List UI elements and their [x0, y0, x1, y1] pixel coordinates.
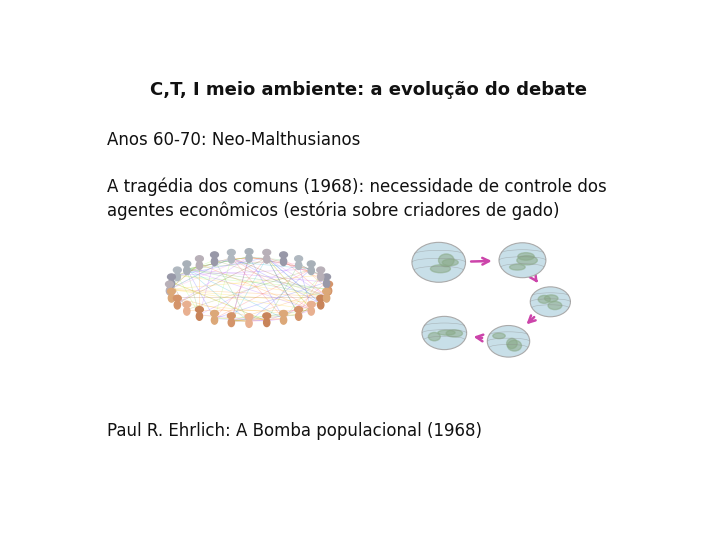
Ellipse shape: [264, 255, 270, 263]
Circle shape: [245, 314, 253, 320]
Circle shape: [499, 243, 546, 278]
Ellipse shape: [428, 333, 441, 341]
Circle shape: [210, 310, 218, 316]
Circle shape: [412, 242, 466, 282]
Circle shape: [174, 267, 181, 273]
Ellipse shape: [510, 264, 525, 270]
Ellipse shape: [168, 280, 174, 288]
Ellipse shape: [323, 280, 330, 288]
Circle shape: [263, 249, 271, 255]
Text: A tragédia dos comuns (1968): necessidade de controle dos
agentes econômicos (es: A tragédia dos comuns (1968): necessidad…: [107, 177, 606, 220]
Ellipse shape: [212, 316, 217, 324]
Ellipse shape: [308, 266, 315, 274]
Circle shape: [210, 252, 218, 258]
Circle shape: [174, 295, 181, 301]
Circle shape: [168, 274, 176, 280]
Ellipse shape: [442, 259, 458, 266]
Ellipse shape: [228, 319, 235, 327]
Ellipse shape: [246, 319, 252, 327]
Circle shape: [166, 281, 174, 287]
Ellipse shape: [438, 254, 454, 267]
Ellipse shape: [323, 294, 330, 302]
Ellipse shape: [318, 273, 324, 281]
Circle shape: [183, 261, 191, 267]
Circle shape: [294, 256, 302, 261]
Circle shape: [487, 326, 530, 357]
Circle shape: [325, 281, 333, 287]
Ellipse shape: [508, 340, 521, 351]
Ellipse shape: [295, 261, 302, 269]
Ellipse shape: [431, 265, 451, 273]
Circle shape: [196, 307, 203, 313]
Ellipse shape: [318, 301, 324, 309]
Ellipse shape: [174, 301, 181, 309]
Circle shape: [317, 295, 325, 301]
Ellipse shape: [538, 295, 550, 303]
Circle shape: [263, 313, 271, 319]
Ellipse shape: [492, 333, 505, 339]
Circle shape: [196, 256, 203, 261]
Ellipse shape: [184, 266, 190, 274]
Circle shape: [279, 310, 287, 316]
Ellipse shape: [518, 253, 534, 260]
Text: C,T, I meio ambiente: a evolução do debate: C,T, I meio ambiente: a evolução do deba…: [150, 82, 588, 99]
Ellipse shape: [325, 287, 332, 295]
Ellipse shape: [308, 307, 315, 315]
Ellipse shape: [280, 316, 287, 324]
Circle shape: [294, 307, 302, 313]
Ellipse shape: [446, 330, 462, 337]
Circle shape: [323, 274, 330, 280]
Ellipse shape: [264, 319, 270, 327]
Circle shape: [530, 287, 570, 317]
Ellipse shape: [548, 301, 562, 309]
Ellipse shape: [174, 273, 181, 281]
Ellipse shape: [168, 294, 174, 302]
Circle shape: [422, 316, 467, 349]
Ellipse shape: [197, 261, 202, 269]
Text: Paul R. Ehrlich: A Bomba populacional (1968): Paul R. Ehrlich: A Bomba populacional (1…: [107, 422, 482, 441]
Ellipse shape: [166, 287, 173, 295]
Ellipse shape: [280, 258, 287, 266]
Ellipse shape: [517, 255, 537, 265]
Ellipse shape: [212, 258, 217, 266]
Circle shape: [228, 249, 235, 255]
Circle shape: [307, 261, 315, 267]
Ellipse shape: [228, 255, 235, 263]
Circle shape: [245, 248, 253, 254]
Ellipse shape: [246, 254, 252, 262]
Ellipse shape: [544, 295, 558, 302]
Circle shape: [323, 288, 330, 294]
Text: Anos 60-70: Neo-Malthusianos: Anos 60-70: Neo-Malthusianos: [107, 131, 360, 150]
Circle shape: [317, 267, 325, 273]
Ellipse shape: [295, 312, 302, 320]
Circle shape: [228, 313, 235, 319]
Circle shape: [168, 288, 176, 294]
Circle shape: [279, 252, 287, 258]
Circle shape: [183, 301, 191, 307]
Circle shape: [307, 301, 315, 307]
Ellipse shape: [184, 307, 190, 315]
Ellipse shape: [507, 339, 517, 349]
Ellipse shape: [197, 312, 202, 320]
Ellipse shape: [438, 330, 455, 335]
